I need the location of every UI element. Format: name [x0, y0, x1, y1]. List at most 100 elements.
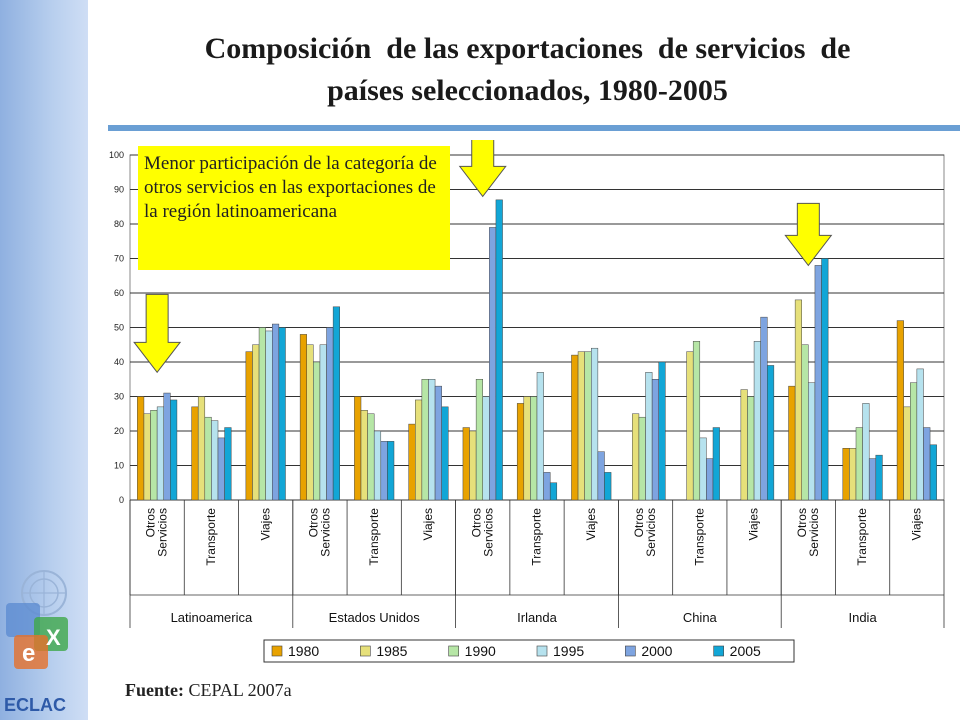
legend-label: 1990	[465, 643, 496, 659]
svg-text:X: X	[46, 625, 61, 650]
bar	[577, 351, 585, 501]
bar	[686, 351, 694, 501]
y-tick-label: 0	[119, 495, 124, 505]
bar	[597, 451, 605, 501]
y-tick-label: 80	[114, 219, 124, 229]
legend-swatch	[536, 645, 548, 657]
svg-text:ECLAC: ECLAC	[4, 695, 66, 715]
bar	[360, 410, 368, 501]
bar	[530, 396, 538, 501]
bar	[591, 347, 599, 501]
bar	[571, 354, 579, 501]
category-label: Viajes	[258, 508, 272, 540]
bar	[150, 410, 158, 501]
bar	[191, 406, 199, 501]
bar	[543, 472, 551, 501]
bar	[475, 379, 483, 501]
category-label: Transporte	[692, 508, 706, 566]
page-title: Composición de las exportaciones de serv…	[95, 28, 960, 112]
bar	[245, 351, 253, 501]
bar	[753, 341, 761, 501]
bar	[740, 389, 748, 501]
bar	[265, 330, 273, 501]
bar	[855, 427, 863, 501]
source-text: CEPAL 2007a	[188, 680, 292, 700]
category-label: Servicios	[156, 508, 170, 557]
bar	[549, 482, 558, 501]
legend-swatch	[271, 645, 283, 657]
bar	[896, 320, 904, 501]
bar	[319, 344, 327, 501]
bar	[910, 382, 918, 501]
bar	[170, 399, 178, 501]
legend-swatch	[448, 645, 459, 657]
y-tick-label: 20	[114, 426, 124, 436]
bar	[299, 334, 307, 501]
legend-swatch	[713, 645, 724, 657]
bar	[367, 413, 375, 501]
bar	[929, 444, 937, 501]
bar	[204, 416, 212, 501]
bar	[536, 372, 544, 501]
y-tick-label: 60	[114, 288, 124, 298]
bar	[415, 399, 423, 501]
bar	[408, 423, 416, 501]
bar	[380, 441, 388, 501]
group-label: Latinoamerica	[171, 610, 253, 625]
bar	[645, 372, 653, 501]
category-label: Otros	[632, 508, 646, 537]
group-label: Irlanda	[517, 610, 558, 625]
bar	[313, 361, 321, 501]
category-label: Viajes	[421, 508, 435, 540]
logo-text: ECLAC	[4, 695, 66, 715]
bar	[842, 448, 850, 501]
bar	[604, 472, 612, 501]
bar	[712, 427, 720, 501]
bar	[767, 365, 775, 501]
bar	[224, 427, 232, 501]
bar	[923, 427, 931, 501]
bar	[258, 327, 266, 501]
y-tick-label: 50	[114, 323, 124, 333]
category-label: Servicios	[644, 508, 658, 557]
bar	[373, 430, 382, 501]
bar	[699, 437, 707, 501]
bar	[462, 427, 470, 501]
bar	[441, 406, 449, 501]
category-label: Otros	[795, 508, 809, 537]
bar	[489, 227, 497, 501]
legend-label: 1980	[288, 643, 319, 659]
bar	[306, 344, 314, 501]
source-note: Fuente: CEPAL 2007a	[125, 680, 292, 701]
arrow-annotation	[133, 293, 182, 374]
category-label: Transporte	[204, 508, 218, 566]
category-label: Transporte	[855, 508, 869, 566]
bar	[821, 258, 829, 501]
legend-swatch	[360, 645, 371, 657]
category-label: Transporte	[530, 508, 544, 566]
callout-box: Menor participación de la categoría de o…	[138, 146, 450, 270]
bar	[156, 406, 164, 501]
bar	[326, 327, 334, 501]
bar	[421, 379, 429, 501]
title-line-2: países seleccionados, 1980-2005	[327, 74, 728, 107]
callout-text: Menor participación de la categoría de o…	[144, 153, 437, 222]
bar	[692, 341, 701, 501]
eclac-logo: e X ECLAC	[4, 570, 68, 715]
category-label: Viajes	[747, 508, 761, 540]
category-label: Otros	[307, 508, 321, 537]
legend-label: 1995	[553, 643, 584, 659]
category-label: Servicios	[481, 508, 495, 557]
y-tick-label: 40	[114, 357, 124, 367]
svg-text:e: e	[22, 640, 35, 667]
y-tick-label: 30	[114, 392, 124, 402]
y-tick-label: 10	[114, 461, 124, 471]
bar	[658, 361, 666, 501]
legend-swatch	[625, 645, 636, 657]
bar	[651, 379, 659, 501]
bar	[482, 396, 490, 501]
group-label: India	[848, 610, 877, 625]
bar	[788, 385, 796, 501]
bar	[868, 458, 877, 501]
bar	[814, 265, 822, 501]
